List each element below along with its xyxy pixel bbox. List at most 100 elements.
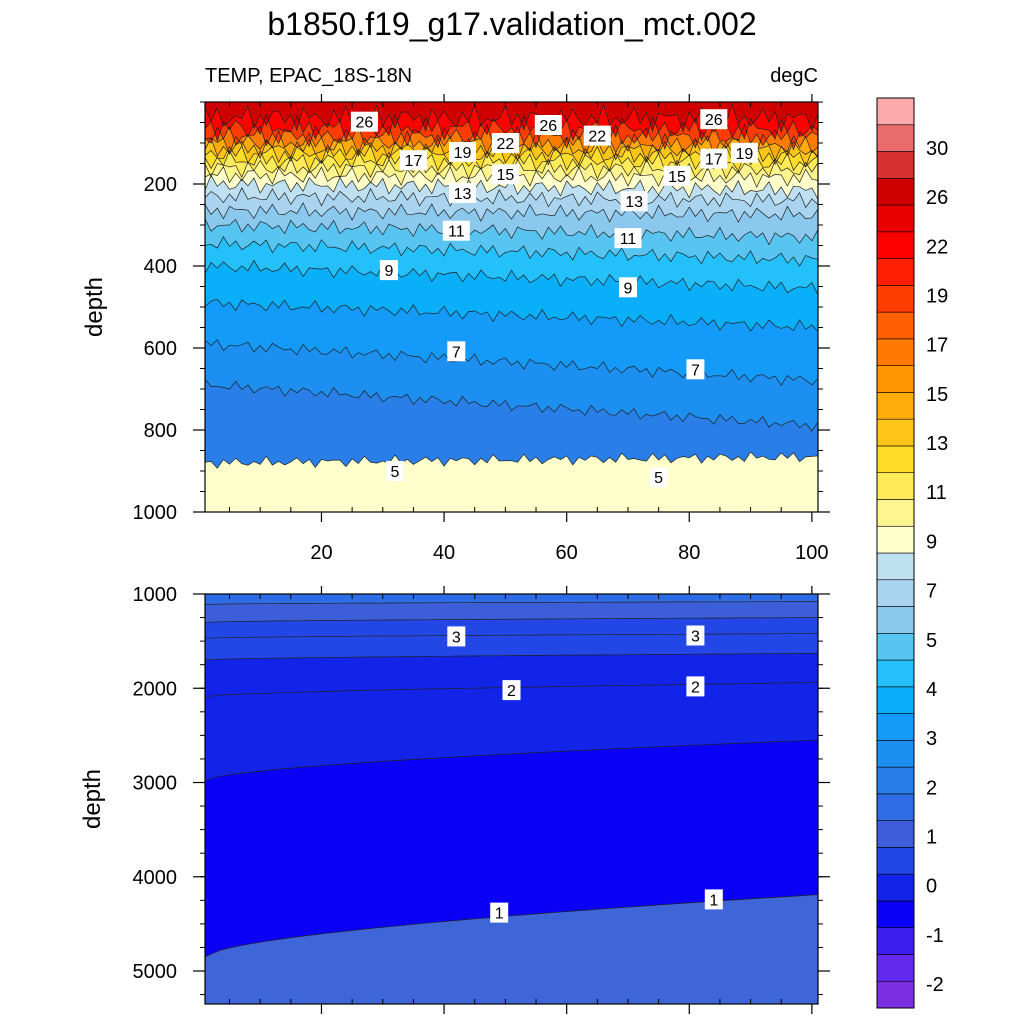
colorbar-swatch [876, 231, 915, 259]
upper-contour-label: 22 [583, 125, 611, 146]
upper-contour-label: 9 [619, 277, 637, 298]
colorbar-label: 3 [926, 728, 937, 750]
colorbar-swatch [876, 338, 915, 366]
lower-contour-label: 1 [490, 902, 509, 923]
lower-plot-frame [204, 593, 819, 1005]
upper-contour-label: 5 [386, 461, 404, 481]
colorbar-swatch [876, 980, 915, 1009]
colorbar-label: 9 [926, 531, 937, 553]
colorbar-label: 30 [926, 138, 948, 160]
upper-panel: 26 26 22 26 17 19 22 17 19 15 13 15 13 11 11 9 9 7 7 5 5 20 4… [81, 94, 830, 564]
upper-x-tick-label: 20 [310, 542, 332, 564]
figure-title: b1850.f19_g17.validation_mct.002 [267, 6, 756, 42]
upper-y-tick-label: 400 [144, 256, 177, 278]
upper-contour-label: 7 [686, 359, 705, 380]
colorbar-swatch [876, 847, 915, 875]
colorbar-swatch [876, 311, 915, 340]
upper-contour-label: 11 [614, 228, 642, 249]
colorbar-swatch [876, 900, 915, 929]
upper-left-label: TEMP, EPAC_18S-18N [205, 65, 412, 87]
colorbar-swatch [876, 766, 915, 795]
colorbar-label: 4 [926, 679, 937, 701]
colorbar-swatch [876, 873, 915, 902]
colorbar-swatch [876, 793, 915, 821]
lower-contour-label: 1 [704, 889, 723, 910]
upper-contour-label-text: 7 [691, 362, 700, 379]
upper-y-tick-label: 600 [144, 338, 177, 360]
lower-y-axis-label: depth [79, 769, 106, 829]
colorbar-label: -1 [926, 925, 944, 947]
upper-contour-label: 15 [663, 165, 691, 186]
upper-contour-line [205, 202, 818, 223]
upper-contour-label: 22 [491, 133, 519, 153]
upper-contour-line [205, 113, 818, 142]
lower-contour-line [205, 653, 818, 661]
upper-contour-line [205, 236, 818, 267]
colorbar-label: 1 [926, 827, 937, 849]
colorbar-label: 7 [926, 581, 937, 603]
colorbar-swatch [876, 579, 915, 607]
upper-contour-line [205, 339, 818, 386]
upper-right-label: degC [770, 65, 818, 87]
upper-x-tick-label: 40 [433, 542, 455, 564]
colorbar-label: -2 [926, 974, 944, 996]
upper-contour-line [205, 187, 818, 209]
colorbar-label: 26 [926, 187, 948, 209]
upper-contour-label: 11 [442, 220, 470, 241]
colorbar-swatch [876, 445, 915, 474]
colorbar-swatch [876, 740, 915, 768]
upper-contour-label-text: 22 [497, 136, 515, 153]
upper-contour-line [205, 451, 818, 469]
colorbar-swatch [876, 151, 915, 179]
colorbar-swatch [876, 659, 915, 688]
colorbar-swatch [876, 499, 915, 527]
upper-contour-label: 17 [399, 150, 427, 171]
lower-contour-label: 2 [502, 680, 521, 701]
upper-contour-label: 15 [491, 164, 519, 185]
upper-contour-label: 9 [379, 260, 398, 281]
upper-contour-label-text: 5 [654, 470, 663, 487]
lower-contour-line [205, 633, 818, 639]
upper-contour-label-text: 26 [356, 115, 374, 132]
colorbar-swatch [876, 472, 915, 500]
lower-contour-labels: 3 3 2 2 1 1 [447, 625, 723, 923]
upper-contour-label-text: 7 [452, 344, 461, 361]
upper-x-tick-label: 80 [678, 542, 700, 564]
upper-x-tick-label: 100 [795, 542, 828, 564]
colorbar-swatch [876, 552, 915, 581]
upper-y-tick-label: 200 [144, 174, 177, 196]
upper-contour-label-text: 13 [454, 186, 472, 203]
lower-y-tick-label: 2000 [133, 678, 178, 700]
upper-contour-line [205, 378, 818, 432]
lower-contour-line [205, 617, 818, 623]
upper-contour-label-text: 26 [539, 118, 557, 135]
upper-contour-label: 19 [449, 142, 476, 162]
lower-contour-label: 3 [447, 626, 466, 647]
upper-axes: 20 40 60 80 100 200 400 600 800 1000 [133, 94, 830, 564]
lower-fill-layer [205, 594, 818, 1004]
colorbar-swatch [876, 927, 915, 955]
colorbar-label: 15 [926, 384, 948, 406]
colorbar-swatch [876, 954, 915, 982]
colorbar-swatch [876, 632, 915, 661]
lower-contour-label: 3 [686, 625, 705, 646]
lower-contour-label-text: 1 [709, 892, 718, 909]
upper-contour-label-text: 11 [448, 224, 465, 241]
lower-contour-line [205, 601, 818, 605]
colorbar-swatch [876, 285, 915, 313]
upper-contour-label-text: 9 [624, 280, 633, 297]
lower-y-tick-label: 3000 [133, 773, 178, 795]
colorbar-label: 22 [926, 236, 948, 258]
lower-panel: 3 3 2 2 1 1 1000 2000 3000 4000 5000 depth [79, 584, 830, 1014]
colorbar-swatch [876, 365, 915, 393]
colorbar-swatch [876, 97, 915, 126]
colorbar-label: 0 [926, 876, 937, 898]
upper-contour-label: 19 [730, 142, 758, 163]
lower-contour-label: 2 [686, 676, 705, 697]
upper-y-tick-label: 1000 [133, 502, 178, 524]
colorbar-swatch [876, 686, 915, 714]
colorbar-swatch [876, 258, 915, 286]
lower-contour-line [205, 739, 818, 781]
